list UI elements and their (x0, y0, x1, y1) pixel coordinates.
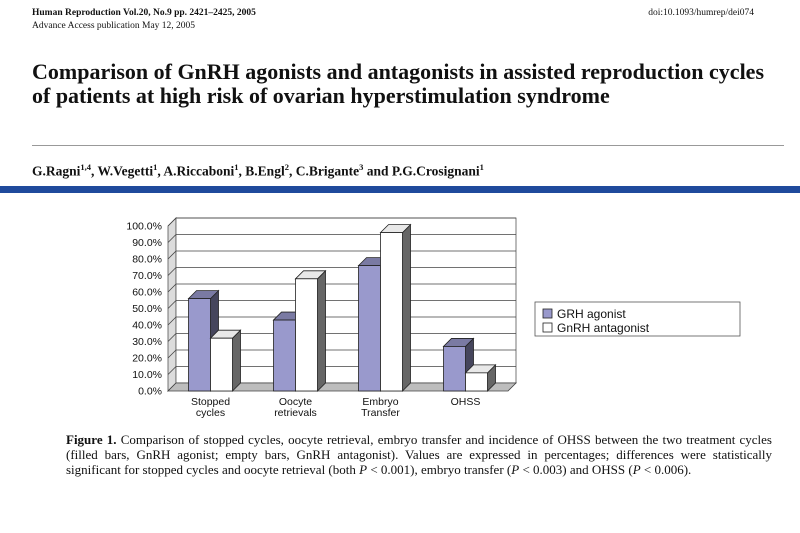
doi-link[interactable]: doi:10.1093/humrep/dei074 (648, 8, 754, 18)
author-affiliation: 1 (479, 162, 484, 172)
bar-chart: 0.0% 10.0% 20.0% 30.0% 40.0% 50.0% 60.0% 70.0% 8… (126, 217, 741, 419)
publication-date: Advance Access publication May 12, 2005 (32, 21, 196, 31)
y-tick-label: 10.0% (132, 369, 162, 381)
author-name: P.G.Crosignani (391, 163, 480, 179)
y-tick-label: 100.0% (126, 221, 162, 233)
author-affiliation: 2 (284, 162, 289, 172)
chart-legend (534, 301, 741, 337)
legend-entry: GRH agonist (557, 307, 626, 321)
x-category-label: OHSS (451, 396, 481, 408)
figure-caption: Figure 1. Comparison of stopped cycles, … (66, 432, 772, 477)
legend-swatch (542, 308, 553, 319)
y-tick-label: 70.0% (132, 270, 162, 282)
author-affiliation: 1,4 (80, 162, 92, 172)
author-affiliation: 1 (153, 162, 158, 172)
header-divider (32, 145, 784, 146)
bar-antagonist (294, 269, 327, 392)
caption-p-2: P (511, 462, 520, 477)
figure-1-chart: 0.0% 10.0% 20.0% 30.0% 40.0% 50.0% 60.0% 70.0% 8… (90, 210, 750, 425)
x-category-label: Embryo (362, 396, 398, 408)
y-tick-label: 20.0% (132, 353, 162, 365)
y-tick-label: 60.0% (132, 287, 162, 299)
y-tick-label: 40.0% (132, 320, 162, 332)
caption-text-3: < 0.003) and OHSS ( (519, 462, 633, 477)
y-tick-label: 90.0% (132, 237, 162, 249)
x-category-label: retrievals (274, 407, 317, 419)
legend-swatch (542, 322, 553, 333)
caption-text-2: < 0.001), embryo transfer ( (367, 462, 512, 477)
x-category-label: cycles (196, 407, 225, 419)
caption-p-1: P (359, 462, 368, 477)
bar-antagonist (209, 329, 242, 392)
gridline (167, 217, 516, 227)
y-tick-label: 0.0% (138, 386, 162, 398)
x-category-label: Stopped (191, 396, 230, 408)
caption-text-4: < 0.006). (640, 462, 692, 477)
legend-entry: GnRH antagonist (557, 321, 650, 335)
author-affiliation: 1 (234, 162, 239, 172)
y-tick-label: 50.0% (132, 303, 162, 315)
figure-label: Figure 1. (66, 432, 117, 447)
journal-citation: Human Reproduction Vol.20, No.9 pp. 2421… (32, 8, 256, 18)
author-name: C.Brigante (295, 163, 360, 179)
bar-antagonist (464, 363, 497, 392)
author-affiliation: 3 (359, 162, 364, 172)
journal-banner-rule (0, 186, 800, 193)
author-list: G.Ragni1,4, W.Vegetti1, A.Riccaboni1, B.… (32, 162, 484, 179)
x-category-label: Oocyte (279, 396, 312, 408)
y-tick-label: 80.0% (132, 254, 162, 266)
author-name: W.Vegetti (97, 163, 154, 179)
author-name: B.Engl (245, 163, 285, 179)
bar-antagonist (379, 223, 412, 392)
caption-p-3: P (632, 462, 641, 477)
author-name: G.Ragni (32, 163, 81, 179)
paper-title: Comparison of GnRH agonists and antagoni… (32, 59, 765, 108)
author-name: A.Riccaboni (163, 163, 235, 179)
x-category-label: Transfer (361, 407, 400, 419)
caption-text-1: Comparison of stopped cycles, oocyte ret… (66, 432, 772, 477)
y-tick-label: 30.0% (132, 336, 162, 348)
